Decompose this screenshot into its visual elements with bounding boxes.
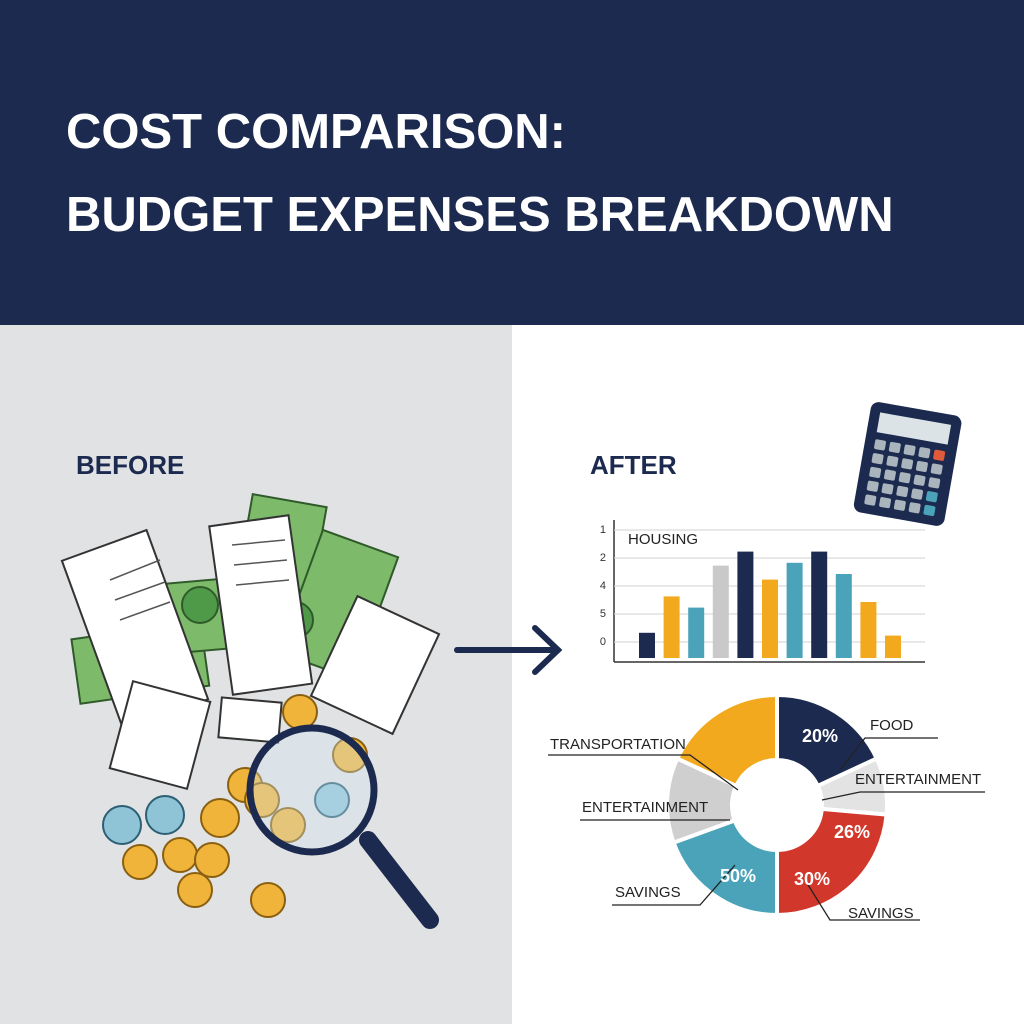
leader-lines bbox=[548, 737, 985, 921]
messy-receipts bbox=[60, 492, 441, 791]
before-label: BEFORE bbox=[76, 450, 184, 480]
donut-label: ENTERTAINMENT bbox=[582, 799, 708, 816]
after-label: AFTER bbox=[590, 450, 677, 480]
calc-key bbox=[901, 458, 914, 470]
calculator bbox=[853, 402, 962, 526]
calc-key bbox=[913, 474, 926, 486]
title-line: BUDGET EXPENSES BREAKDOWN bbox=[66, 188, 894, 242]
donut-label: TRANSPORTATION bbox=[550, 736, 686, 753]
bar bbox=[885, 635, 901, 658]
bar bbox=[639, 632, 655, 658]
donut-value-label: 26% bbox=[834, 822, 870, 842]
y-tick-label: 5 bbox=[600, 608, 606, 620]
series-label: HOUSING bbox=[628, 531, 698, 548]
calc-key bbox=[915, 460, 928, 473]
bar bbox=[663, 596, 680, 658]
donut-label: FOOD bbox=[870, 717, 913, 734]
arrow bbox=[454, 625, 563, 675]
y-tick-label: 0 bbox=[600, 636, 606, 648]
calc-key bbox=[888, 441, 901, 454]
bar bbox=[762, 579, 778, 658]
bar bbox=[835, 574, 852, 658]
donut-value-label: 20% bbox=[802, 726, 838, 746]
donut-segment bbox=[671, 817, 779, 918]
y-tick-label: 2 bbox=[600, 552, 606, 564]
magnifier bbox=[246, 724, 439, 929]
calc-key bbox=[896, 485, 909, 498]
bar bbox=[811, 551, 828, 658]
calc-key bbox=[886, 455, 899, 467]
calc-key bbox=[866, 480, 879, 492]
calc-key bbox=[903, 444, 916, 456]
calc-key bbox=[923, 504, 936, 517]
bar bbox=[786, 562, 803, 658]
calc-key bbox=[930, 463, 943, 475]
calc-key bbox=[881, 483, 894, 495]
title-line: COST COMPARISON: bbox=[66, 105, 566, 159]
bar bbox=[860, 602, 877, 658]
calc-key bbox=[864, 494, 877, 506]
donut-label: SAVINGS bbox=[848, 905, 914, 922]
calc-key bbox=[883, 469, 896, 481]
calc-key bbox=[911, 488, 924, 500]
calc-key bbox=[918, 447, 931, 459]
bar bbox=[688, 607, 705, 658]
calc-key bbox=[925, 491, 938, 503]
calc-key bbox=[874, 439, 887, 451]
calc-key bbox=[871, 453, 884, 465]
donut-value-label: 30% bbox=[794, 869, 830, 889]
y-tick-label: 4 bbox=[600, 580, 606, 592]
calc-key bbox=[893, 499, 906, 511]
calc-key bbox=[898, 472, 911, 484]
donut-label: SAVINGS bbox=[615, 884, 681, 901]
y-tick-label: 1 bbox=[600, 524, 606, 536]
donut-segment bbox=[775, 692, 880, 789]
calc-key bbox=[879, 497, 892, 509]
calc-key bbox=[908, 502, 921, 514]
calc-key bbox=[928, 477, 941, 489]
bar bbox=[737, 551, 754, 658]
calc-key bbox=[869, 466, 882, 479]
calc-key bbox=[933, 449, 946, 461]
donut-value-label: 50% bbox=[720, 866, 756, 886]
donut-segment bbox=[775, 806, 889, 918]
donut-label: ENTERTAINMENT bbox=[855, 771, 981, 788]
bar bbox=[712, 565, 729, 658]
header-band bbox=[0, 0, 1024, 325]
